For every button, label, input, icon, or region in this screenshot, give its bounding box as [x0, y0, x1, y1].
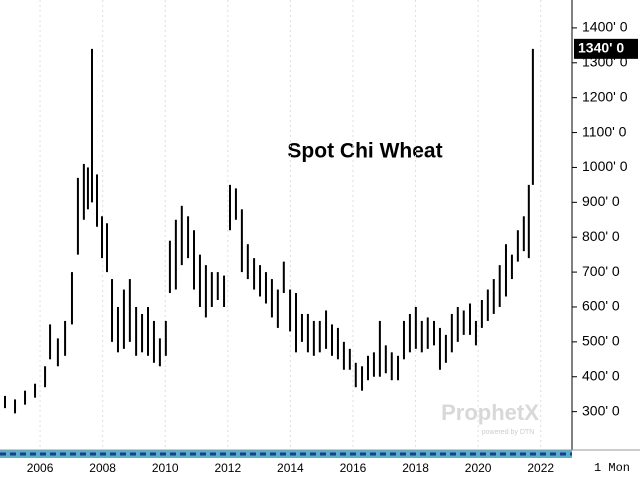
- chart-title: Spot Chi Wheat: [287, 140, 442, 163]
- watermark: ProphetX: [441, 400, 539, 425]
- y-tick-label: 1400' 0: [582, 19, 628, 35]
- watermark-sub: powered by DTN: [482, 429, 535, 436]
- x-tick-label: 2012: [214, 461, 241, 475]
- y-tick-label: 1200' 0: [582, 88, 628, 104]
- x-tick-label: 2020: [465, 461, 492, 475]
- last-price-label: 1340' 0: [578, 40, 624, 56]
- x-tick-label: 2006: [27, 461, 54, 475]
- y-tick-label: 500' 0: [582, 333, 620, 349]
- y-tick-label: 400' 0: [582, 367, 620, 383]
- y-tick-label: 700' 0: [582, 263, 620, 279]
- y-tick-label: 1100' 0: [582, 123, 627, 139]
- period-label: 1 Mon: [594, 461, 630, 475]
- y-tick-label: 900' 0: [582, 193, 620, 209]
- y-tick-label: 1000' 0: [582, 158, 628, 174]
- x-tick-label: 2016: [340, 461, 367, 475]
- x-tick-label: 2018: [402, 461, 429, 475]
- y-tick-label: 300' 0: [582, 402, 620, 418]
- y-tick-label: 800' 0: [582, 228, 620, 244]
- x-tick-label: 2010: [152, 461, 179, 475]
- x-tick-label: 2014: [277, 461, 304, 475]
- last-price-box: [574, 38, 638, 59]
- x-tick-label: 2022: [527, 461, 554, 475]
- x-tick-label: 2008: [89, 461, 116, 475]
- y-tick-label: 600' 0: [582, 298, 620, 314]
